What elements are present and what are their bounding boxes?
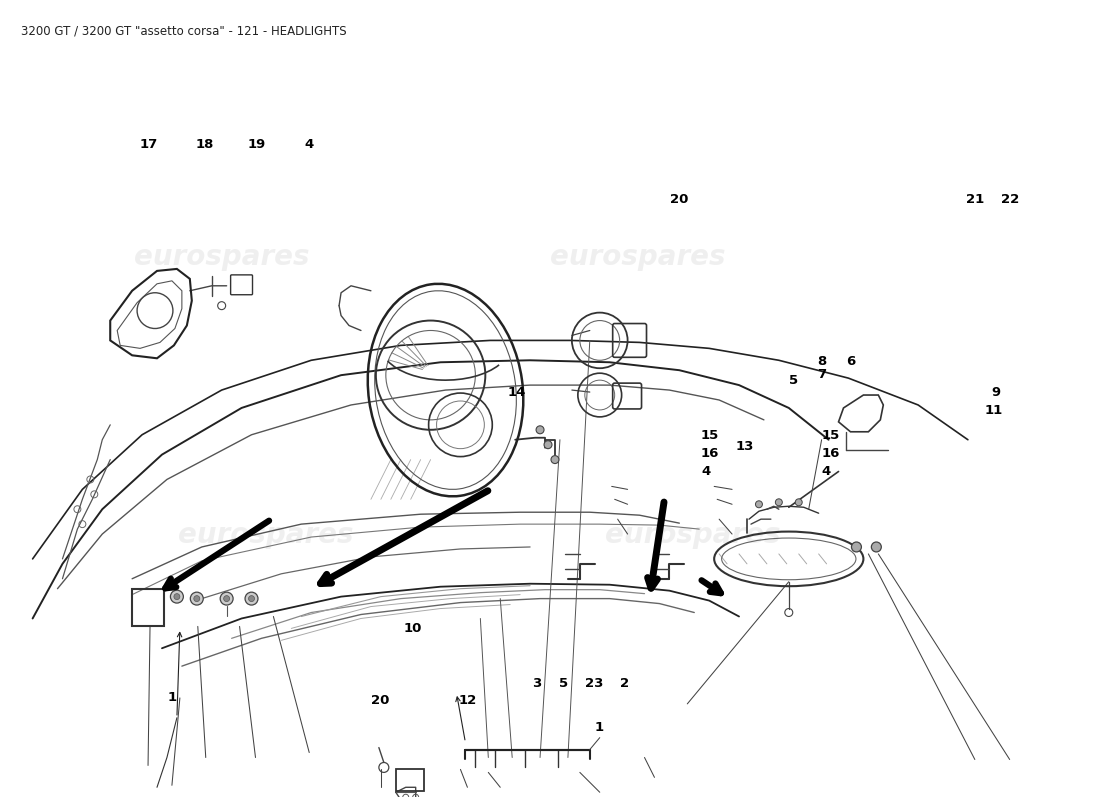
- Text: 20: 20: [670, 194, 689, 206]
- Circle shape: [194, 596, 200, 602]
- Text: 11: 11: [984, 404, 1002, 417]
- Circle shape: [795, 499, 802, 506]
- Text: 15: 15: [822, 430, 839, 442]
- Text: 23: 23: [584, 677, 603, 690]
- Text: 4: 4: [701, 465, 711, 478]
- Circle shape: [544, 441, 552, 449]
- Circle shape: [551, 456, 559, 463]
- Text: 4: 4: [822, 465, 830, 478]
- Circle shape: [871, 542, 881, 552]
- Text: 22: 22: [1001, 194, 1019, 206]
- Text: 7: 7: [817, 368, 826, 381]
- Circle shape: [756, 501, 762, 508]
- Text: 1: 1: [595, 721, 604, 734]
- Text: 9: 9: [991, 386, 1000, 398]
- Text: 4: 4: [305, 138, 314, 150]
- Circle shape: [249, 596, 254, 602]
- Text: 16: 16: [701, 446, 719, 460]
- Text: 13: 13: [736, 439, 754, 453]
- Text: 10: 10: [404, 622, 422, 635]
- Circle shape: [170, 590, 184, 603]
- Circle shape: [223, 596, 230, 602]
- Text: 5: 5: [790, 374, 799, 386]
- Text: 2: 2: [620, 677, 629, 690]
- Text: 1: 1: [168, 691, 177, 705]
- Text: 3: 3: [532, 677, 541, 690]
- Text: eurospares: eurospares: [605, 521, 780, 549]
- Text: 14: 14: [508, 386, 527, 398]
- Text: 21: 21: [966, 194, 983, 206]
- Text: 19: 19: [248, 138, 266, 150]
- Text: eurospares: eurospares: [178, 521, 353, 549]
- Text: 20: 20: [371, 694, 389, 707]
- Circle shape: [776, 499, 782, 506]
- Text: eurospares: eurospares: [134, 243, 309, 271]
- Text: 5: 5: [559, 677, 568, 690]
- Text: 3200 GT / 3200 GT "assetto corsa" - 121 - HEADLIGHTS: 3200 GT / 3200 GT "assetto corsa" - 121 …: [21, 25, 346, 38]
- Text: 12: 12: [459, 694, 477, 707]
- Text: 6: 6: [846, 355, 856, 368]
- Text: 18: 18: [196, 138, 214, 150]
- Circle shape: [851, 542, 861, 552]
- Text: 8: 8: [817, 355, 826, 368]
- Circle shape: [174, 594, 180, 600]
- Text: 17: 17: [140, 138, 157, 150]
- Text: 16: 16: [822, 446, 839, 460]
- Text: 15: 15: [701, 430, 719, 442]
- Circle shape: [245, 592, 258, 605]
- Circle shape: [536, 426, 544, 434]
- Text: eurospares: eurospares: [550, 243, 725, 271]
- Circle shape: [190, 592, 204, 605]
- Circle shape: [220, 592, 233, 605]
